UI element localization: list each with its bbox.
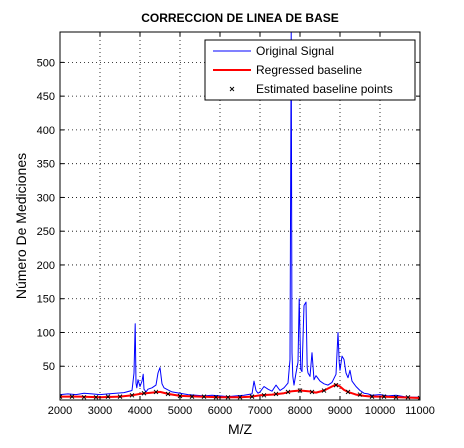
baseline-point-marker: [417, 395, 420, 400]
legend: Original Signal Regressed baseline Estimat…: [204, 39, 416, 101]
y-tick-label: 300: [37, 192, 55, 204]
x-tick-label: 6000: [208, 405, 232, 417]
chart-title: CORRECCION DE LINEA DE BASE: [141, 11, 339, 25]
y-tick-label: 350: [37, 159, 55, 171]
x-tick-label: 3000: [88, 405, 112, 417]
original-signal-line: [60, 32, 420, 398]
legend-label: Estimated baseline points: [256, 82, 393, 96]
baseline-point-marker: [201, 394, 207, 399]
x-tick-label: 4000: [128, 405, 152, 417]
series-group: [60, 32, 420, 400]
baseline-point-marker: [141, 390, 147, 396]
baseline-point-marker: [81, 394, 87, 400]
baseline-point-marker: [117, 394, 123, 399]
baseline-point-marker: [357, 392, 363, 397]
x-axis-label: M/Z: [227, 421, 253, 437]
baseline-point-marker: [405, 394, 411, 400]
baseline-point-marker: [261, 392, 267, 398]
legend-box: [204, 39, 416, 101]
x-tick-label: 11000: [405, 405, 435, 417]
baseline-point-marker: [93, 394, 99, 400]
baseline-point-marker: [165, 391, 171, 397]
baseline-point-marker: [189, 394, 195, 399]
baseline-point-marker: [285, 389, 291, 395]
x-tick-label: 2000: [48, 405, 72, 417]
x-tick-label: 5000: [168, 405, 192, 417]
baseline-point-marker: [105, 394, 111, 399]
baseline-point-marker: [297, 388, 303, 393]
baseline-point-marker: [237, 394, 243, 400]
legend-label: Original Signal: [256, 44, 334, 58]
baseline-point-marker: [381, 394, 387, 399]
baseline-point-marker: [60, 394, 63, 399]
y-tick-label: 150: [37, 294, 55, 306]
y-tick-label: 450: [37, 91, 55, 103]
baseline-point-marker: [393, 394, 399, 400]
x-tick-label: 7000: [248, 405, 272, 417]
legend-label: Regressed baseline: [256, 63, 362, 77]
baseline-point-marker: [345, 389, 351, 395]
baseline-point-marker: [249, 394, 255, 399]
plot-frame: [59, 31, 421, 401]
baseline-point-marker: [129, 392, 135, 398]
baseline-point-marker: [69, 394, 75, 399]
baseline-point-marker: [369, 394, 375, 399]
y-tick-label: 200: [37, 260, 55, 272]
y-tick-label: 400: [37, 125, 55, 137]
baseline-point-marker: [177, 393, 183, 399]
x-tick-label: 10000: [365, 405, 396, 417]
baseline-point-marker: [333, 382, 339, 388]
baseline-point-marker: [309, 389, 315, 395]
baseline-point-marker: [225, 394, 231, 400]
baseline-point-marker: [213, 394, 219, 400]
axes: 2000 3000 4000 5000 6000 7000 8000 9000 10000 110…: [37, 31, 435, 417]
y-tick-label: 100: [37, 327, 55, 339]
x-tick-label: 9000: [328, 405, 352, 417]
legend-marker-baseline-points: [229, 86, 235, 92]
y-tick-label: 500: [37, 57, 55, 69]
y-tick-label: 250: [37, 226, 55, 238]
baseline-point-marker: [153, 389, 159, 395]
y-tick-label: 50: [43, 361, 55, 373]
x-tick-label: 8000: [288, 405, 312, 417]
baseline-point-marker: [321, 388, 327, 393]
baseline-point-marker: [273, 391, 279, 397]
